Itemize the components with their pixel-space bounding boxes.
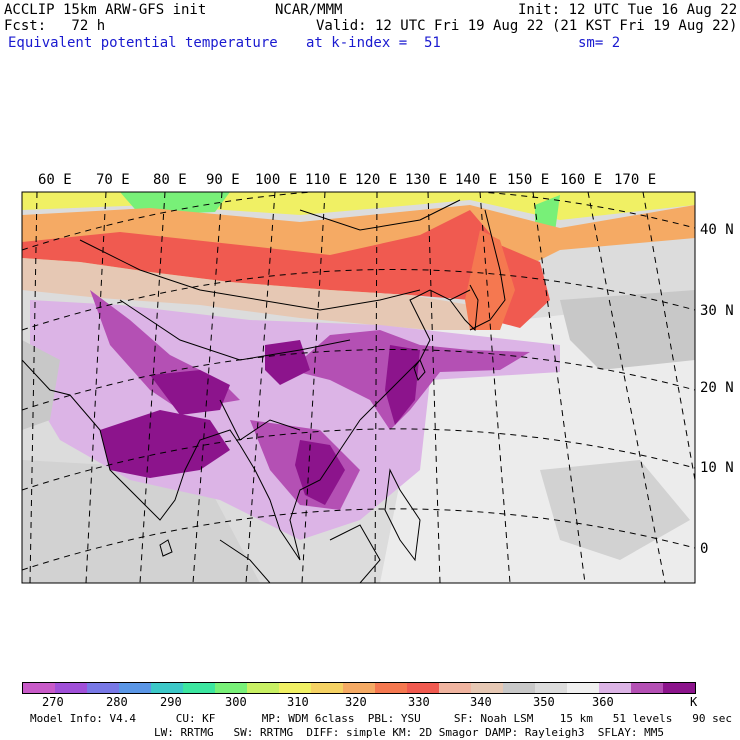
colorbar-tick-290: 290 bbox=[160, 695, 182, 709]
parallel-30n bbox=[22, 269, 695, 331]
colorbar-tick-330: 330 bbox=[408, 695, 430, 709]
model-info-line1: Model Info: V4.4 CU: KF MP: WDM 6class P… bbox=[30, 712, 732, 725]
parallel-10n bbox=[22, 428, 695, 491]
colorbar-swatch-7 bbox=[247, 683, 279, 693]
grey-patch-south bbox=[540, 460, 690, 560]
colorbar-tick-320: 320 bbox=[345, 695, 367, 709]
colorbar-tick-360: 360 bbox=[592, 695, 614, 709]
coast-india bbox=[22, 359, 241, 521]
lon-label-160e: 160 E bbox=[560, 172, 603, 188]
smoothing-label: sm= 2 bbox=[578, 35, 621, 51]
coast-korea bbox=[449, 284, 479, 332]
north-red-band bbox=[22, 210, 550, 328]
colorbar-swatch-14 bbox=[471, 683, 503, 693]
field-name: Equivalent potential temperature bbox=[8, 35, 278, 51]
lat-label-20n: 20 N bbox=[700, 380, 734, 396]
coast-japan bbox=[469, 209, 506, 331]
parallel-40n bbox=[22, 192, 695, 251]
colorbar-swatch-15 bbox=[503, 683, 535, 693]
grey-patch-arabia bbox=[22, 340, 60, 430]
grey-patch-pacific bbox=[560, 290, 695, 370]
north-green-patch-2 bbox=[535, 195, 560, 232]
lat-label-30n: 30 N bbox=[700, 303, 734, 319]
init-time: Init: 12 UTC Tue 16 Aug 22 bbox=[518, 2, 738, 18]
model-title: ACCLIP 15km ARW-GFS init bbox=[4, 2, 207, 18]
border-1 bbox=[79, 239, 421, 311]
colorbar-swatch-2 bbox=[87, 683, 119, 693]
north-peach-band bbox=[22, 258, 480, 330]
lon-label-100e: 100 E bbox=[255, 172, 298, 188]
colorbar-tick-310: 310 bbox=[287, 695, 309, 709]
colorbar-swatch-13 bbox=[439, 683, 471, 693]
colorbar-swatch-19 bbox=[631, 683, 663, 693]
colorbar-swatch-11 bbox=[375, 683, 407, 693]
colorbar-swatch-17 bbox=[567, 683, 599, 693]
colorbar-swatch-16 bbox=[535, 683, 567, 693]
lat-label-40n: 40 N bbox=[700, 222, 734, 238]
coast-sumatra bbox=[219, 539, 271, 583]
colorbar-swatch-5 bbox=[183, 683, 215, 693]
valid-time: Valid: 12 UTC Fri 19 Aug 22 (21 KST Fri … bbox=[316, 18, 738, 34]
colorbar-tick-270: 270 bbox=[42, 695, 64, 709]
colorbar-tick-300: 300 bbox=[225, 695, 247, 709]
border-3 bbox=[219, 399, 301, 441]
coast-china bbox=[359, 289, 471, 421]
lon-label-170e: 170 E bbox=[614, 172, 657, 188]
lon-label-120e: 120 E bbox=[355, 172, 398, 188]
parallel-20n bbox=[22, 349, 695, 411]
colorbar-swatch-3 bbox=[119, 683, 151, 693]
colorbar-swatch-10 bbox=[343, 683, 375, 693]
colorbar-swatch-1 bbox=[55, 683, 87, 693]
dark-purple-india bbox=[100, 410, 230, 478]
colorbar-swatch-12 bbox=[407, 683, 439, 693]
coast-philippines bbox=[384, 468, 421, 562]
parallel-0 bbox=[22, 508, 695, 571]
model-info-line2: LW: RRTMG SW: RRTMG DIFF: simple KM: 2D … bbox=[154, 726, 664, 739]
colorbar-swatch-8 bbox=[279, 683, 311, 693]
dark-purple-bay bbox=[150, 370, 230, 415]
colorbar-unit: K bbox=[690, 695, 698, 709]
colorbar-swatch-9 bbox=[311, 683, 343, 693]
lat-label-0: 0 bbox=[700, 541, 709, 557]
lon-label-90e: 90 E bbox=[206, 172, 240, 188]
colorbar-swatch-4 bbox=[151, 683, 183, 693]
lon-label-150e: 150 E bbox=[507, 172, 550, 188]
colorbar bbox=[22, 682, 696, 694]
coast-indochina bbox=[239, 419, 361, 561]
dark-purple-taiwan bbox=[385, 345, 420, 425]
forecast-hour: Fcst: 72 h bbox=[4, 18, 106, 34]
lon-label-70e: 70 E bbox=[96, 172, 130, 188]
colorbar-tick-350: 350 bbox=[533, 695, 555, 709]
dark-purple-sichuan bbox=[265, 340, 310, 385]
border-4 bbox=[299, 199, 461, 231]
center-label: NCAR/MMM bbox=[275, 2, 343, 18]
colorbar-swatch-20 bbox=[663, 683, 695, 693]
colorbar-swatch-18 bbox=[599, 683, 631, 693]
colorbar-swatch-0 bbox=[23, 683, 55, 693]
map-frame bbox=[21, 191, 696, 584]
colorbar-swatch-6 bbox=[215, 683, 247, 693]
coast-borneo bbox=[329, 524, 381, 583]
lon-label-60e: 60 E bbox=[38, 172, 72, 188]
lon-label-110e: 110 E bbox=[305, 172, 348, 188]
meridian-170e bbox=[642, 192, 695, 481]
colorbar-tick-280: 280 bbox=[106, 695, 128, 709]
meridian-160e bbox=[587, 192, 666, 583]
lat-label-10n: 10 N bbox=[700, 460, 734, 476]
level-label: at k-index = 51 bbox=[306, 35, 441, 51]
coast-sri-lanka bbox=[159, 539, 173, 557]
colorbar-tick-340: 340 bbox=[470, 695, 492, 709]
lon-label-80e: 80 E bbox=[153, 172, 187, 188]
coast-taiwan bbox=[413, 359, 426, 381]
lon-label-130e: 130 E bbox=[405, 172, 448, 188]
lon-label-140e: 140 E bbox=[455, 172, 498, 188]
